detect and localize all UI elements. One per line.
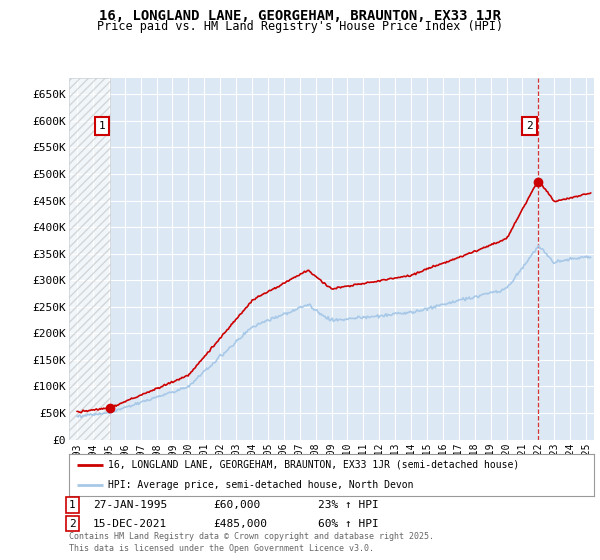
Text: 23% ↑ HPI: 23% ↑ HPI: [318, 500, 379, 510]
Text: Price paid vs. HM Land Registry's House Price Index (HPI): Price paid vs. HM Land Registry's House …: [97, 20, 503, 34]
Text: 2: 2: [526, 121, 533, 131]
Text: 2: 2: [69, 519, 76, 529]
Text: 1: 1: [99, 121, 106, 131]
Text: 1: 1: [69, 500, 76, 510]
Text: 16, LONGLAND LANE, GEORGEHAM, BRAUNTON, EX33 1JR (semi-detached house): 16, LONGLAND LANE, GEORGEHAM, BRAUNTON, …: [109, 460, 520, 470]
Text: HPI: Average price, semi-detached house, North Devon: HPI: Average price, semi-detached house,…: [109, 480, 414, 490]
Text: Contains HM Land Registry data © Crown copyright and database right 2025.
This d: Contains HM Land Registry data © Crown c…: [69, 533, 434, 553]
Text: 60% ↑ HPI: 60% ↑ HPI: [318, 519, 379, 529]
Text: £485,000: £485,000: [213, 519, 267, 529]
Text: 15-DEC-2021: 15-DEC-2021: [93, 519, 167, 529]
Text: £60,000: £60,000: [213, 500, 260, 510]
Text: 16, LONGLAND LANE, GEORGEHAM, BRAUNTON, EX33 1JR: 16, LONGLAND LANE, GEORGEHAM, BRAUNTON, …: [99, 9, 501, 23]
Text: 27-JAN-1995: 27-JAN-1995: [93, 500, 167, 510]
Polygon shape: [69, 78, 110, 440]
